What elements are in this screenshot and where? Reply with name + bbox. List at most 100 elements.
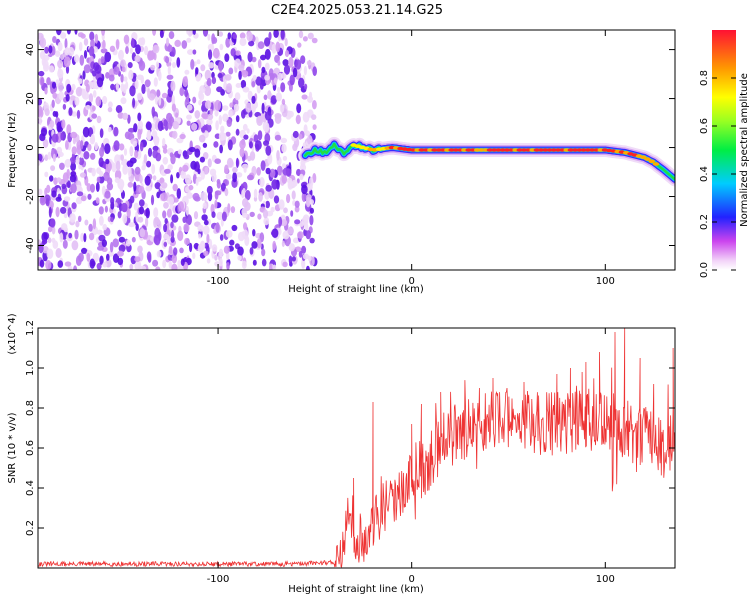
noise-blob <box>251 56 257 63</box>
noise-blob <box>60 32 67 39</box>
noise-blob <box>71 146 78 155</box>
noise-blob <box>51 81 57 89</box>
ytick-label: -40 <box>25 237 36 253</box>
noise-blob <box>278 199 285 210</box>
noise-blob <box>281 240 285 247</box>
noise-blob <box>301 184 308 195</box>
noise-blob <box>40 77 45 86</box>
snr-panel: -100 0 100 0.2 0.4 0.6 0.8 1.0 1.2 Height of str… <box>7 313 676 595</box>
noise-blob <box>126 207 131 219</box>
noise-blob <box>125 46 129 55</box>
noise-blob <box>285 168 292 177</box>
noise-blob <box>71 83 76 91</box>
noise-blob <box>186 104 193 111</box>
noise-blob <box>162 259 167 269</box>
noise-blob <box>195 67 199 75</box>
noise-blob <box>56 121 62 133</box>
noise-blob <box>181 40 188 49</box>
noise-blob <box>170 80 176 92</box>
noise-blob <box>163 223 168 233</box>
noise-blob <box>138 186 145 194</box>
noise-blob <box>90 39 95 48</box>
noise-blob <box>244 190 251 201</box>
noise-blob <box>96 176 101 183</box>
noise-blob <box>39 259 45 268</box>
noise-blob <box>165 56 170 64</box>
noise-blob <box>257 41 265 49</box>
noise-blob <box>102 39 106 50</box>
noise-blob <box>291 190 296 200</box>
noise-blob <box>101 239 107 248</box>
noise-blob <box>148 93 156 101</box>
noise-blob <box>73 265 78 270</box>
noise-blob <box>146 129 152 141</box>
noise-blob <box>44 171 49 178</box>
noise-blob <box>59 232 64 243</box>
noise-blob <box>137 120 144 130</box>
noise-blob <box>133 123 138 133</box>
ridge-hotspot <box>644 157 651 161</box>
noise-blob <box>99 215 104 226</box>
noise-blob <box>188 146 196 153</box>
noise-blob <box>145 207 150 219</box>
spectrogram-axes: -100 0 100 -40 -20 0 20 40 <box>25 30 675 287</box>
noise-blob <box>268 31 272 41</box>
noise-blob <box>219 234 224 241</box>
noise-blob <box>220 218 224 227</box>
noise-blob <box>177 260 182 267</box>
noise-blob <box>157 120 164 132</box>
noise-blob <box>117 112 124 119</box>
noise-blob <box>238 64 245 71</box>
noise-blob <box>167 196 174 206</box>
noise-blob <box>62 103 67 110</box>
noise-blob <box>138 206 145 215</box>
noise-blob <box>171 263 178 270</box>
noise-blob <box>87 143 92 152</box>
noise-blob <box>302 253 309 260</box>
noise-blob <box>192 252 196 259</box>
noise-blob <box>88 232 95 241</box>
noise-blob <box>91 167 96 177</box>
noise-blob <box>211 172 217 183</box>
noise-blob <box>239 37 247 47</box>
noise-blob <box>69 213 76 223</box>
noise-blob <box>282 59 289 67</box>
noise-blob <box>48 45 53 54</box>
snr-multiplier: (x10^4) <box>7 313 18 354</box>
noise-blob <box>198 233 202 239</box>
noise-blob <box>82 126 90 138</box>
noise-blob <box>114 202 118 208</box>
noise-blob <box>78 78 83 85</box>
noise-blob <box>44 46 49 54</box>
noise-blob <box>175 112 179 118</box>
noise-blob <box>122 164 128 175</box>
noise-blob <box>202 202 207 210</box>
noise-blob <box>269 168 276 178</box>
noise-blob <box>171 214 179 223</box>
noise-blob <box>134 150 139 159</box>
noise-blob <box>176 265 183 270</box>
noise-blob <box>199 240 206 251</box>
noise-blob <box>107 107 113 113</box>
noise-blob <box>171 253 177 264</box>
noise-blob <box>296 178 300 184</box>
noise-blob <box>155 152 162 162</box>
noise-blob <box>52 92 57 99</box>
noise-blob <box>208 62 215 69</box>
noise-blob <box>265 200 270 209</box>
noise-blob <box>139 174 143 184</box>
noise-blob <box>256 238 262 249</box>
noise-blob <box>236 172 243 178</box>
noise-blob <box>83 151 90 160</box>
noise-blob <box>64 158 72 168</box>
noise-blob <box>70 171 77 177</box>
noise-blob <box>180 258 185 266</box>
noise-blob <box>214 254 218 261</box>
noise-blob <box>47 237 52 244</box>
noise-blob <box>260 54 267 61</box>
noise-blob <box>288 255 293 265</box>
noise-blob <box>117 250 124 257</box>
noise-blob <box>265 184 273 192</box>
snr-axes: -100 0 100 0.2 0.4 0.6 0.8 1.0 1.2 <box>25 320 675 585</box>
noise-blob <box>272 240 277 251</box>
